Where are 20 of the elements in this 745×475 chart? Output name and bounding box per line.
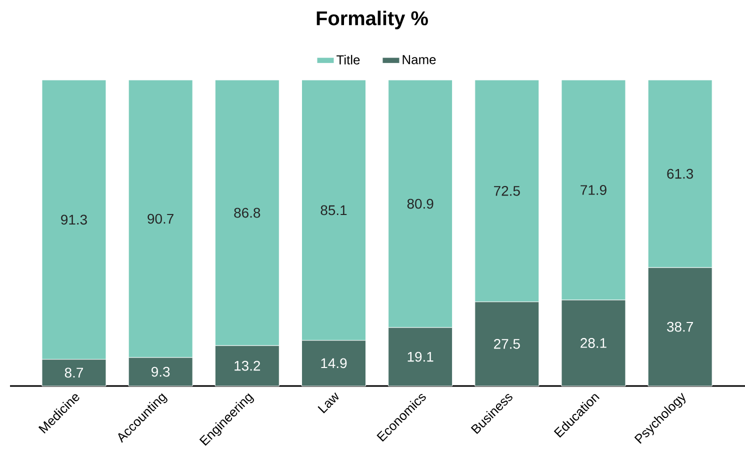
data-label: 38.7 bbox=[667, 322, 693, 332]
x-tick-label: Law bbox=[318, 392, 339, 414]
data-label: 85.1 bbox=[320, 205, 347, 216]
legend-label: Name bbox=[402, 55, 436, 64]
chart-title: Formality % bbox=[316, 10, 428, 30]
data-label: 28.1 bbox=[580, 338, 606, 348]
legend-label: Title bbox=[336, 54, 360, 64]
data-label: 13.2 bbox=[234, 360, 260, 371]
data-label: 72.5 bbox=[494, 186, 520, 196]
data-label: 90.7 bbox=[148, 214, 174, 224]
data-label: 8.7 bbox=[64, 368, 83, 378]
data-label: 80.9 bbox=[407, 198, 434, 209]
data-label: 86.8 bbox=[234, 208, 260, 218]
data-label: 61.3 bbox=[667, 168, 694, 179]
data-label: 71.9 bbox=[580, 185, 606, 195]
data-label: 19.1 bbox=[408, 352, 434, 362]
data-label: 91.3 bbox=[61, 214, 87, 225]
data-label: 27.5 bbox=[494, 338, 520, 349]
data-label: 9.3 bbox=[152, 366, 170, 377]
data-label: 14.9 bbox=[321, 358, 347, 368]
